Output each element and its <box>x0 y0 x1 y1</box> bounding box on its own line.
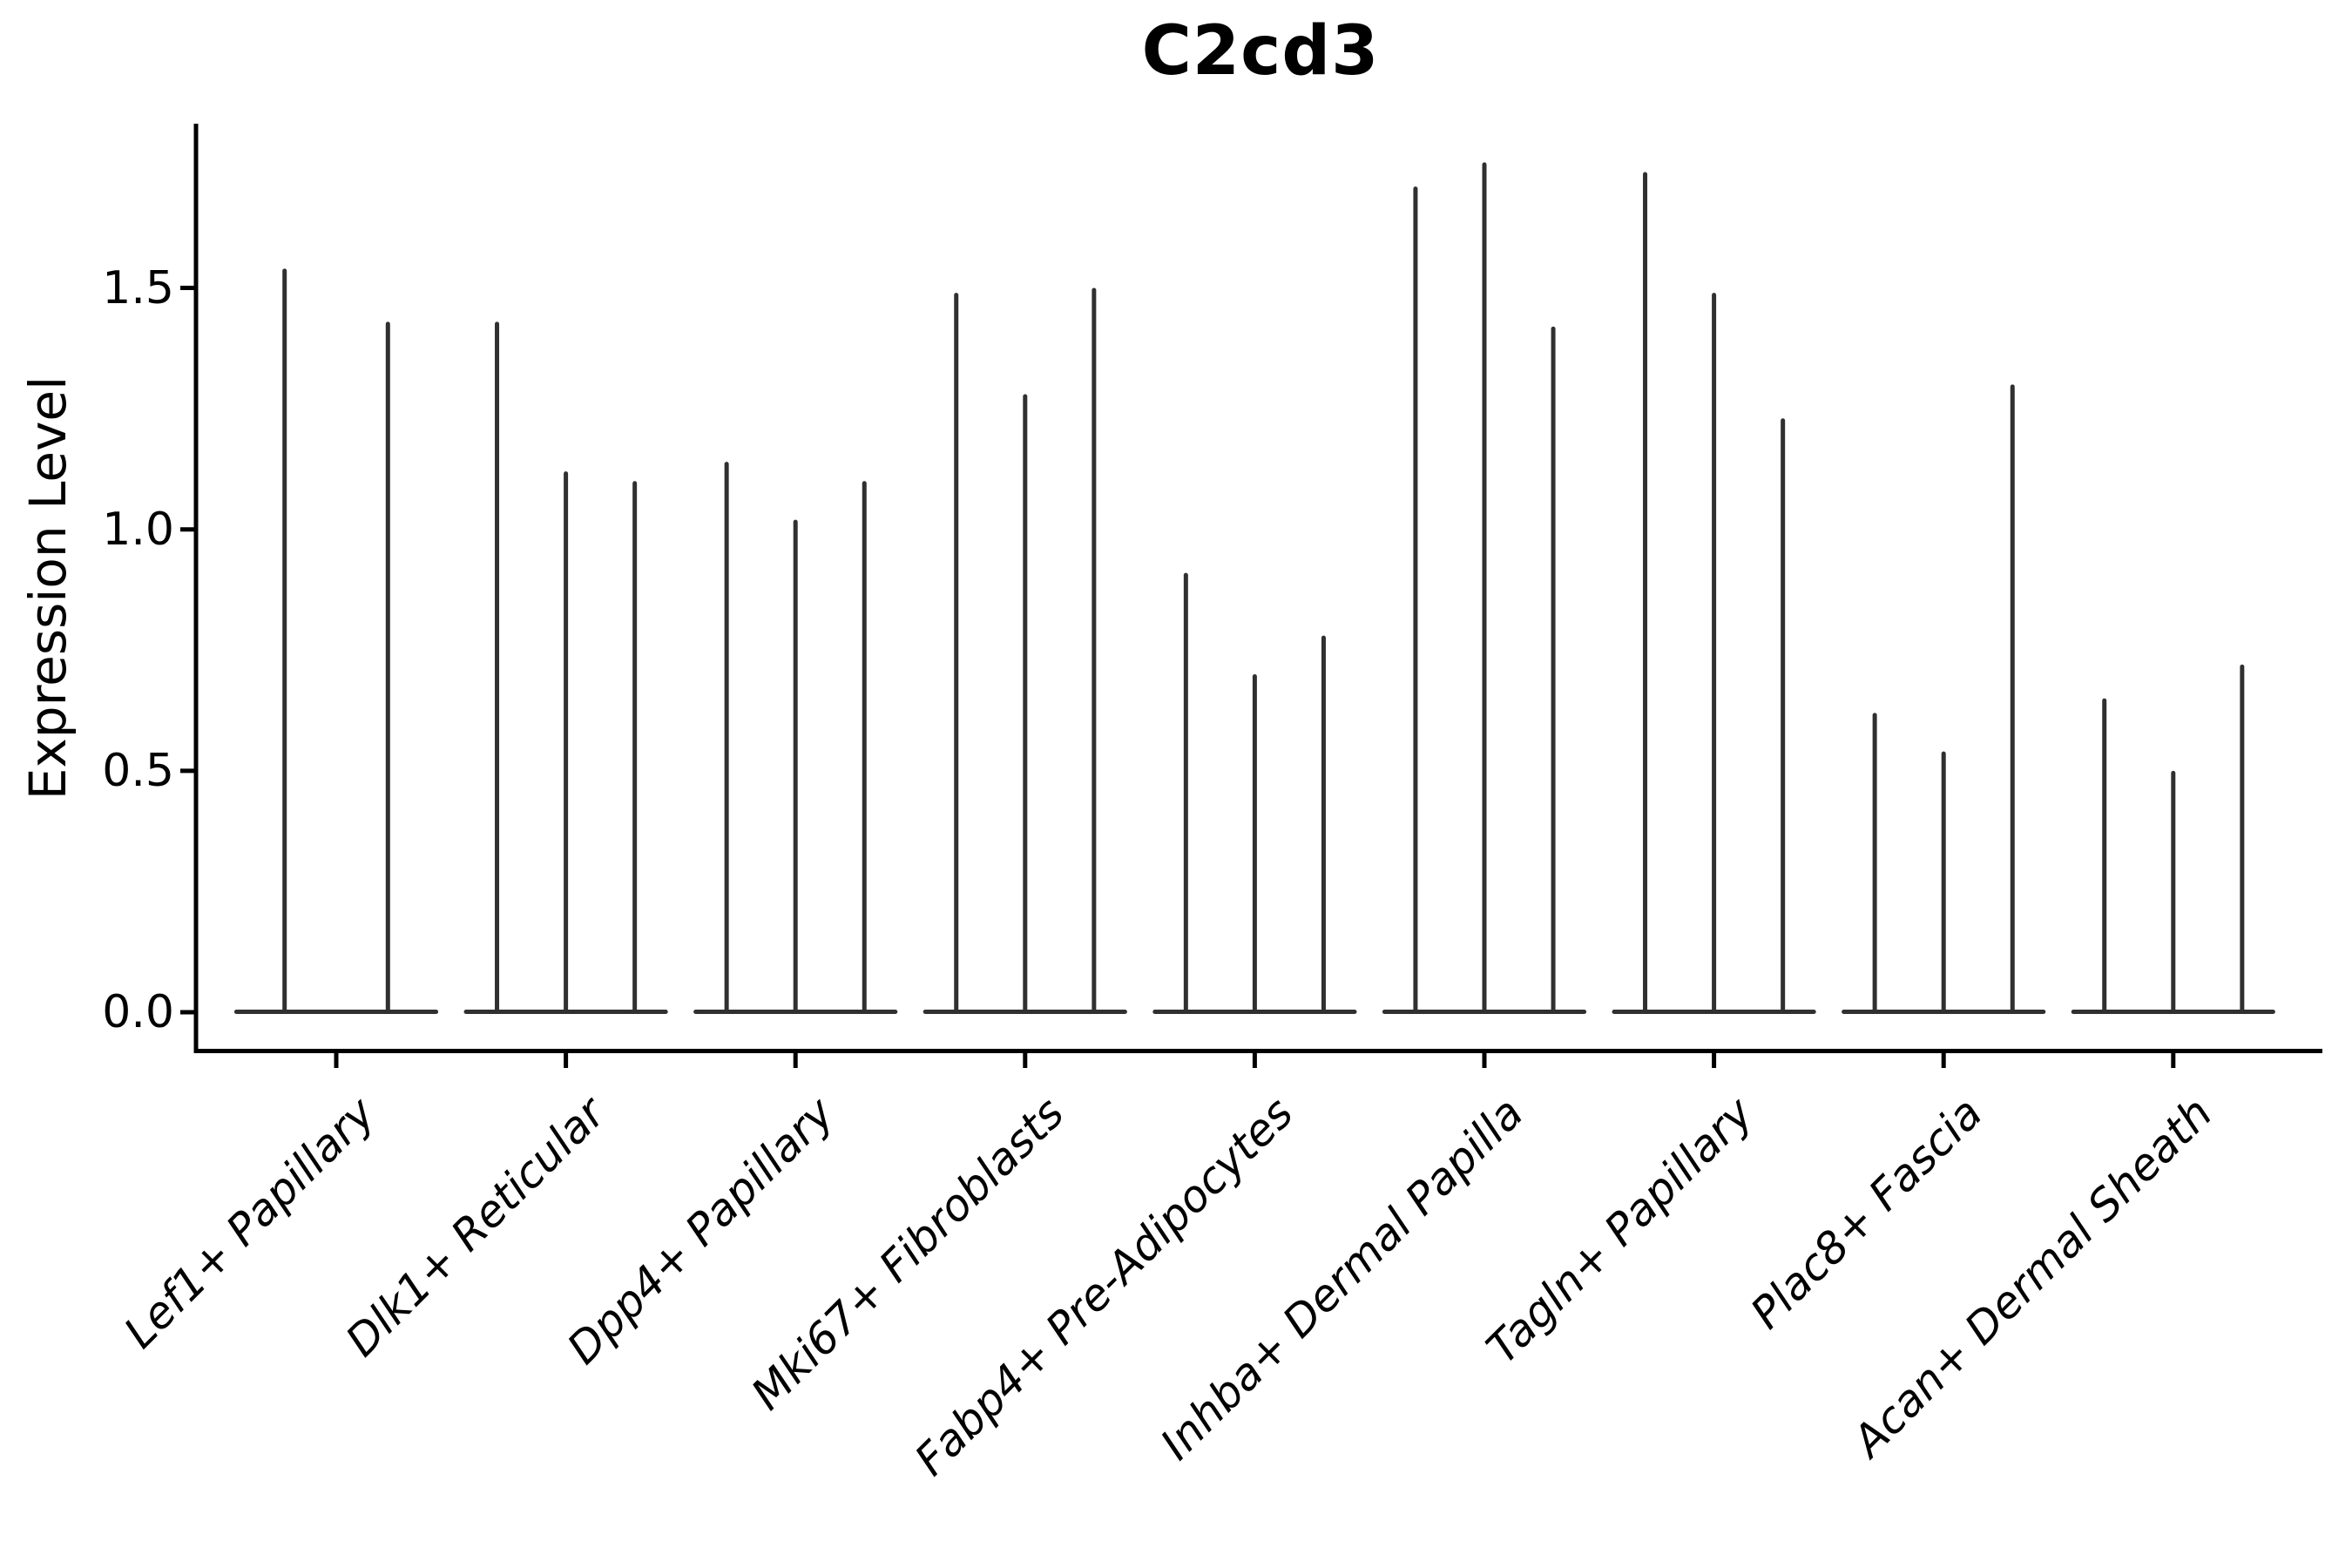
chart-title: C2cd3 <box>1141 12 1380 91</box>
y-tick-label: 1.5 <box>102 261 174 314</box>
y-tick-label: 1.0 <box>102 503 174 556</box>
y-tick-label: 0.0 <box>102 986 174 1038</box>
y-axis-label: Expression Level <box>18 375 78 801</box>
axes <box>180 124 2322 1068</box>
violins <box>233 162 2275 1014</box>
y-tick-label: 0.5 <box>102 744 174 797</box>
